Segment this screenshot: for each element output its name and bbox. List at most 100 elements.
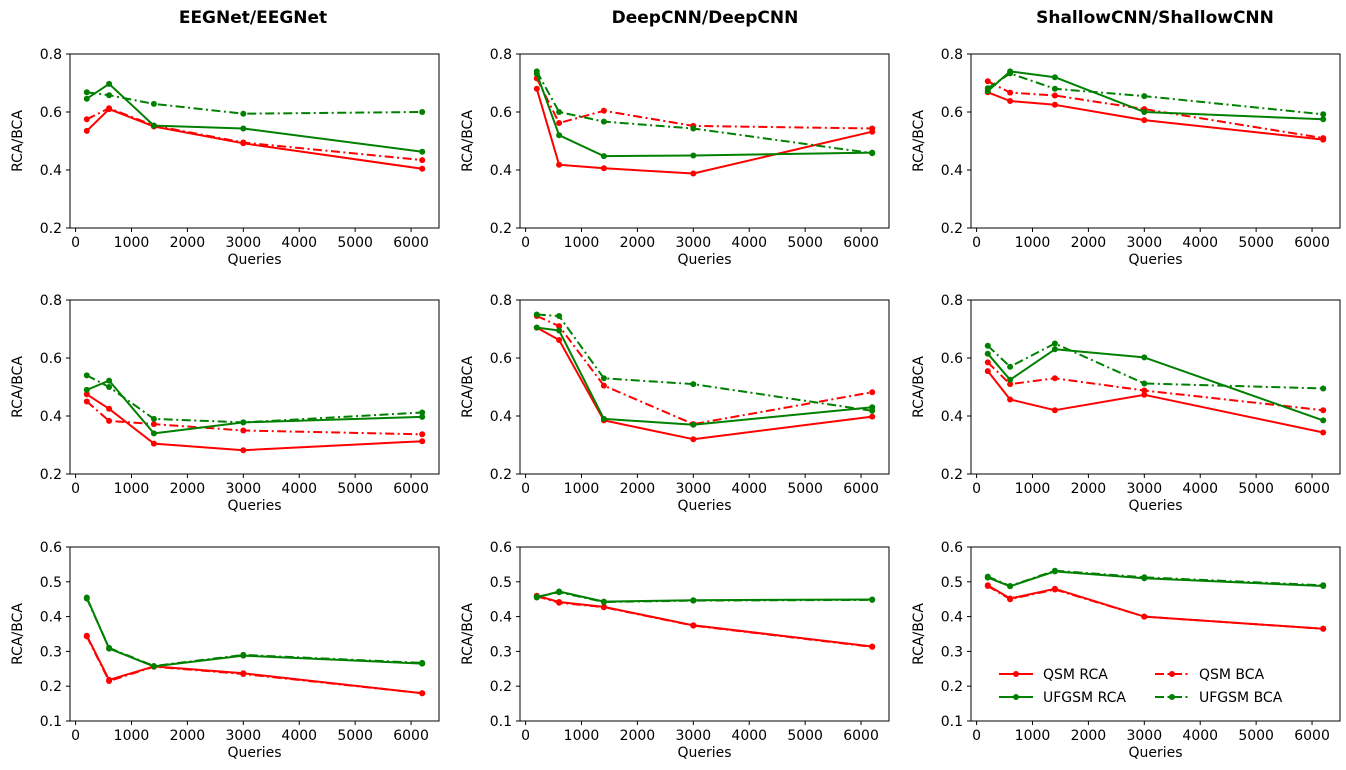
data-point-qsm-bca	[240, 139, 247, 146]
data-point-qsm-rca	[1007, 396, 1014, 403]
y-axis-label: RCA/BCA	[10, 110, 26, 172]
data-point-qsm-rca	[984, 368, 991, 375]
series-line-ufgsm-bca	[536, 313, 873, 412]
y-tick-label: 0.8	[40, 47, 62, 63]
y-tick-label: 0.4	[490, 409, 512, 425]
data-point-qsm-bca	[1007, 596, 1014, 603]
y-axis-label: RCA/BCA	[460, 603, 476, 665]
x-tick-label: 4000	[731, 728, 767, 744]
data-point-qsm-bca	[240, 427, 247, 434]
data-point-ufgsm-rca	[240, 125, 247, 132]
x-tick-label: 3000	[1126, 481, 1162, 497]
data-point-qsm-rca	[83, 391, 90, 398]
data-point-qsm-rca	[419, 165, 426, 172]
data-point-ufgsm-rca	[600, 153, 607, 160]
x-axis-label: Queries	[677, 745, 731, 761]
data-point-qsm-rca	[533, 85, 540, 92]
data-point-qsm-bca	[984, 583, 991, 589]
data-point-qsm-bca	[600, 604, 607, 611]
data-point-ufgsm-rca	[150, 122, 157, 129]
data-point-ufgsm-rca	[83, 386, 90, 393]
column-title-shallowcnn: ShallowCNN/ShallowCNN	[1036, 8, 1274, 28]
data-point-qsm-bca	[690, 622, 697, 629]
data-point-ufgsm-bca	[150, 663, 157, 669]
series-line-qsm-rca	[535, 88, 873, 175]
data-point-qsm-bca	[1141, 387, 1148, 394]
panel-0-1: 0 1000 2000 3000 4000 5000 6000 0.2 0.4 0.6 0.8 Que…	[460, 47, 890, 268]
data-point-ufgsm-bca	[83, 372, 90, 379]
y-axis-label: RCA/BCA	[10, 603, 26, 665]
y-axis-label: RCA/BCA	[911, 110, 927, 172]
data-point-qsm-rca	[1007, 98, 1014, 104]
data-point-qsm-bca	[556, 323, 563, 330]
data-point-ufgsm-bca	[984, 342, 991, 349]
data-point-qsm-rca	[83, 127, 90, 134]
series-line-qsm-bca	[86, 107, 423, 162]
x-tick-label: 6000	[1294, 481, 1330, 497]
data-point-ufgsm-bca	[240, 419, 247, 426]
data-point-ufgsm-rca	[1051, 346, 1058, 353]
y-tick-label: 0.1	[941, 714, 963, 730]
data-point-qsm-bca	[869, 389, 876, 396]
data-point-ufgsm-bca	[1051, 340, 1058, 347]
series-line-ufgsm-bca	[536, 591, 873, 603]
x-tick-label: 0	[521, 235, 530, 251]
data-point-qsm-bca	[106, 678, 113, 684]
data-point-ufgsm-bca	[869, 407, 876, 414]
x-tick-label: 5000	[337, 728, 373, 744]
x-tick-label: 6000	[1294, 728, 1330, 744]
x-tick-label: 5000	[787, 728, 823, 744]
x-tick-label: 0	[972, 481, 981, 497]
data-point-ufgsm-bca	[556, 313, 563, 319]
x-tick-label: 0	[972, 728, 981, 744]
data-point-ufgsm-bca	[1051, 567, 1058, 574]
data-point-ufgsm-bca	[1007, 363, 1014, 370]
y-tick-label: 0.3	[40, 644, 62, 660]
series-line-qsm-bca	[535, 77, 873, 130]
legend-label-ufgsm-rca: UFGSM RCA	[1043, 690, 1126, 706]
x-tick-label: 6000	[1294, 235, 1330, 251]
data-point-qsm-rca	[1051, 407, 1058, 414]
panel-1-1: 0 1000 2000 3000 4000 5000 6000 0.2 0.4 0.6 0.8 Que…	[460, 293, 890, 514]
x-tick-label: 5000	[1238, 235, 1274, 251]
data-point-ufgsm-bca	[1141, 574, 1148, 581]
data-point-qsm-bca	[1007, 381, 1014, 388]
data-point-qsm-bca	[83, 398, 90, 405]
x-tick-label: 3000	[675, 728, 711, 744]
y-tick-label: 0.4	[40, 409, 62, 425]
data-point-ufgsm-rca	[1141, 354, 1148, 361]
column-title-eegnet: EEGNet/EEGNet	[179, 8, 327, 28]
series-line-qsm-bca	[987, 585, 1324, 630]
y-tick-label: 0.6	[490, 351, 512, 367]
x-tick-label: 6000	[843, 235, 879, 251]
x-tick-label: 0	[521, 728, 530, 744]
y-tick-label: 0.4	[40, 610, 62, 626]
data-point-ufgsm-rca	[556, 327, 563, 334]
x-tick-label: 5000	[1238, 728, 1274, 744]
panel-2-1: 0 1000 2000 3000 4000 5000 6000 0.1 0.2 0.3 0.4 0.5…	[460, 540, 890, 761]
series-line-ufgsm-bca	[535, 70, 873, 155]
panel-1-0: 0 1000 2000 3000 4000 5000 6000 0.2 0.4 0.6 0.8 Que…	[10, 293, 440, 514]
y-tick-label: 0.6	[941, 351, 963, 367]
data-point-qsm-rca	[690, 170, 697, 177]
series-line-ufgsm-bca	[987, 569, 1324, 587]
x-tick-label: 4000	[731, 481, 767, 497]
y-tick-label: 0.8	[40, 293, 62, 309]
x-tick-label: 5000	[337, 235, 373, 251]
data-point-ufgsm-bca	[106, 92, 113, 99]
x-tick-label: 1000	[114, 481, 150, 497]
legend-marker-qsm-rca	[1013, 671, 1019, 677]
data-point-ufgsm-bca	[240, 110, 247, 117]
data-point-qsm-bca	[83, 633, 90, 640]
series-line-ufgsm-bca	[987, 342, 1324, 390]
y-axis-label: RCA/BCA	[460, 110, 476, 172]
plot-frame	[69, 53, 440, 229]
series-line-qsm-bca	[536, 315, 873, 426]
x-tick-label: 2000	[1071, 235, 1107, 251]
data-point-qsm-bca	[984, 78, 991, 85]
data-point-qsm-rca	[1141, 117, 1148, 124]
x-tick-label: 1000	[114, 235, 150, 251]
data-point-ufgsm-rca	[419, 148, 426, 155]
data-point-ufgsm-rca	[533, 324, 540, 331]
data-point-qsm-rca	[1051, 101, 1058, 108]
